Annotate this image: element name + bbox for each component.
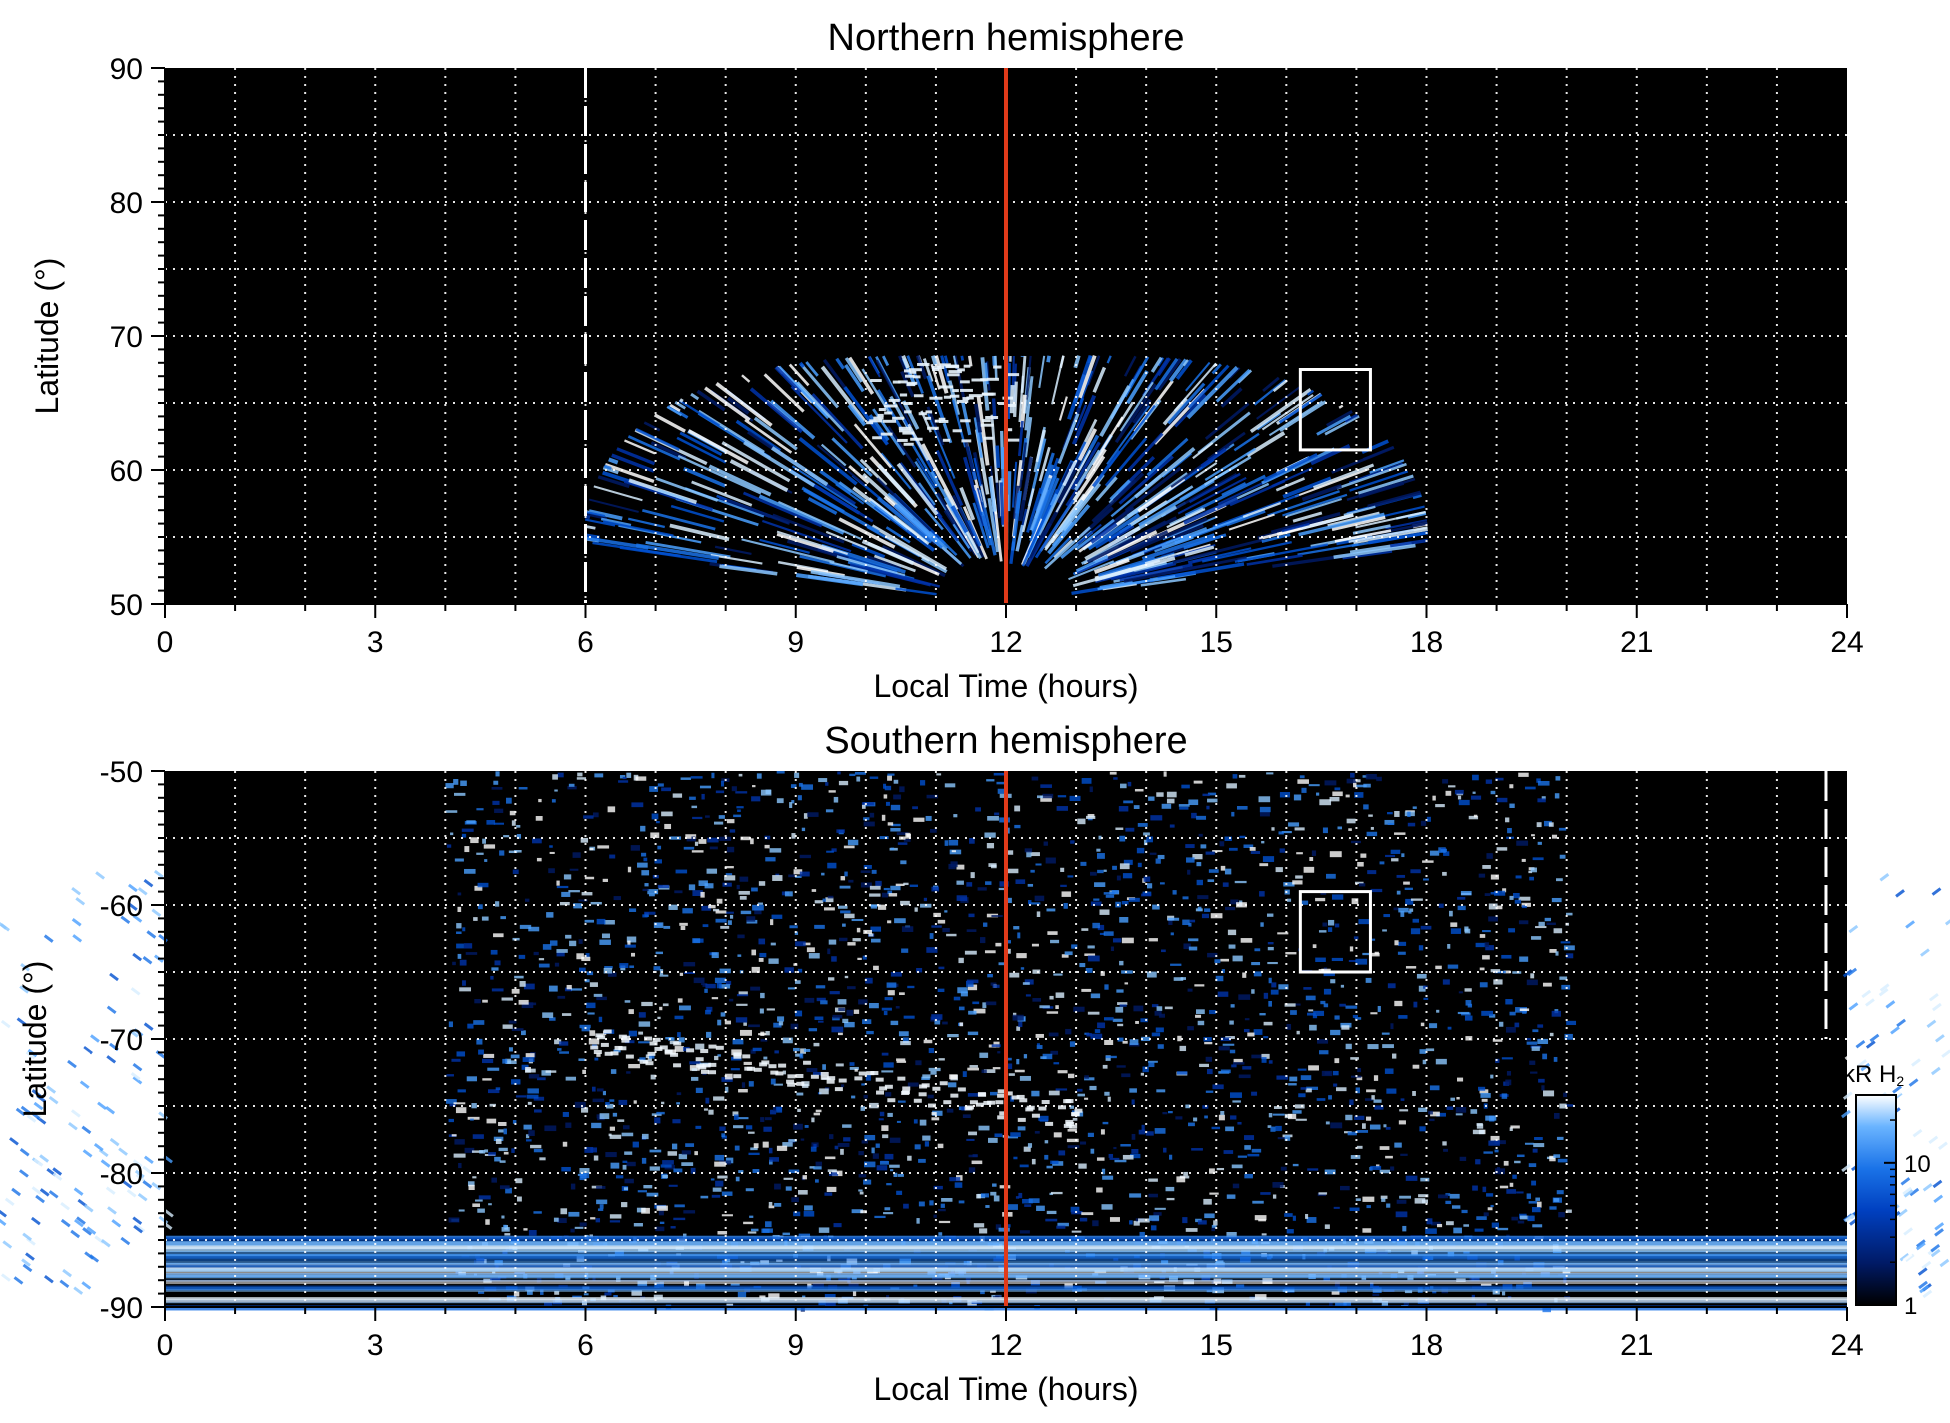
south-x-tick-label: 15 [1200,1329,1233,1362]
north-selection-box [1298,368,1372,452]
south-x-tick-label: 0 [157,1329,174,1362]
south-x-tick-label: 12 [989,1329,1022,1362]
north-x-tick-label: 3 [367,626,384,659]
north-x-tick-label: 6 [577,626,594,659]
colorbar-ticks: 1 10 [1884,1119,1931,1320]
north-y-tick-label: 90 [110,53,143,86]
south-x-label: Local Time (hours) [874,1371,1139,1407]
south-y-tick-label: -90 [100,1292,143,1325]
colorbar: kR H2 1 10 [1843,1061,1931,1320]
south-x-tick-label: 6 [577,1329,594,1362]
colorbar-tick-label: 1 [1904,1293,1917,1320]
south-y-tick-label: -80 [100,1158,143,1191]
north-y-tick-label: 70 [110,321,143,354]
colorbar-tick-label: 10 [1904,1151,1931,1178]
south-x-tick-label: 9 [787,1329,804,1362]
south-panel: Southern hemisphere 0 3 6 9 12 15 18 21 24 -90 -8… [0,720,1950,1407]
south-x-ticks: 0 3 6 9 12 15 18 21 24 [157,1307,1864,1362]
south-y-ticks: -90 -80 -70 -60 -50 [100,756,165,1325]
south-x-tick-label: 24 [1830,1329,1863,1362]
north-x-tick-label: 21 [1620,626,1653,659]
south-y-tick-label: -50 [100,756,143,789]
colorbar-label: kR H2 [1843,1061,1904,1089]
north-x-tick-label: 12 [989,626,1022,659]
south-x-tick-label: 18 [1410,1329,1443,1362]
north-y-tick-label: 50 [110,589,143,622]
south-title: Southern hemisphere [824,720,1187,762]
south-y-label: Latitude (°) [17,961,53,1118]
north-y-tick-label: 60 [110,455,143,488]
south-y-tick-label: -60 [100,890,143,923]
north-y-label: Latitude (°) [29,258,65,415]
north-y-ticks: 50 60 70 80 90 [110,53,165,622]
north-y-tick-label: 80 [110,187,143,220]
north-x-label: Local Time (hours) [874,668,1139,704]
north-x-tick-label: 9 [787,626,804,659]
south-selection-box [1298,890,1372,974]
north-panel: Northern hemisphere 0 3 6 9 12 15 18 21 24 50 60 7… [29,17,1864,704]
north-x-tick-label: 15 [1200,626,1233,659]
south-x-tick-label: 21 [1620,1329,1653,1362]
north-grid [165,68,1847,604]
north-x-ticks: 0 3 6 9 12 15 18 21 24 [157,604,1864,659]
north-x-tick-label: 0 [157,626,174,659]
south-y-tick-label: -70 [100,1024,143,1057]
north-x-tick-label: 24 [1830,626,1863,659]
north-x-tick-label: 18 [1410,626,1443,659]
south-x-tick-label: 3 [367,1329,384,1362]
north-title: Northern hemisphere [828,17,1185,59]
north-aurora-layer [583,354,1429,596]
colorbar-gradient [1855,1094,1897,1306]
